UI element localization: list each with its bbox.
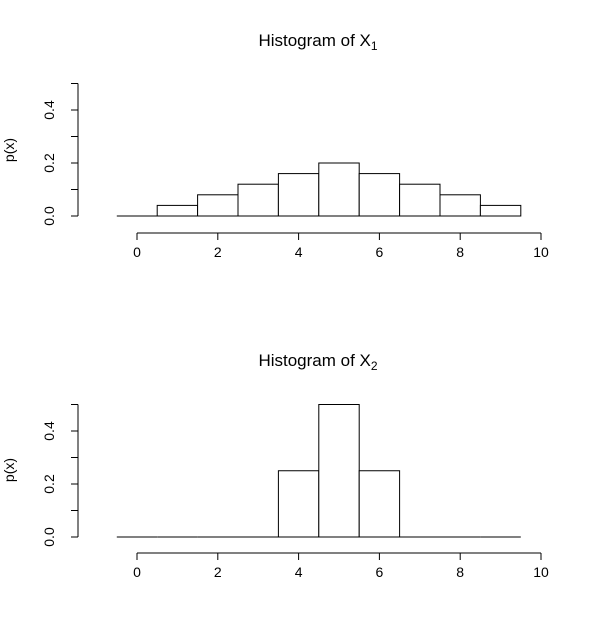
histogram-bar: [479, 204, 522, 217]
chart-title: Histogram of X1: [258, 31, 377, 53]
histogram-bar: [318, 404, 360, 538]
histogram-bar: [237, 183, 279, 217]
histogram-bar: [277, 173, 320, 217]
histogram-bar: [318, 162, 360, 217]
y-tick-label: 0.2: [41, 474, 57, 494]
histogram-bar: [358, 173, 401, 217]
histogram-panel-x2: Histogram of X2 p(x) 0 2 4 6 8 10 0.0 0.2 0.4: [1, 351, 549, 580]
y-tick-label: 0.0: [41, 527, 57, 547]
histogram-bar: [358, 470, 401, 538]
x-tick-label: 2: [214, 564, 222, 580]
x-tick-label: 2: [214, 244, 222, 260]
x-tick-label: 0: [133, 244, 141, 260]
histogram-panel-x1: Histogram of X1 p(x) 0 2 4 6 8 10 0.0 0.2 0.4: [1, 31, 549, 260]
histogram-bar: [156, 204, 199, 217]
y-tick-label: 0.4: [41, 421, 57, 441]
histogram-bar: [197, 194, 239, 217]
x-tick-label: 10: [533, 244, 549, 260]
x-tick-label: 6: [376, 244, 384, 260]
y-axis-label: p(x): [1, 138, 17, 162]
x-tick-label: 4: [295, 564, 303, 580]
x-tick-label: 0: [133, 564, 141, 580]
title-subscript: 2: [371, 359, 378, 373]
y-tick-label: 0.4: [41, 100, 57, 120]
y-tick-label: 0.2: [41, 153, 57, 173]
x-tick-label: 8: [456, 244, 464, 260]
x-tick-label: 6: [376, 564, 384, 580]
y-axis-label: p(x): [1, 458, 17, 482]
x-tick-label: 10: [533, 564, 549, 580]
x-tick-label: 4: [295, 244, 303, 260]
y-tick-label: 0.0: [41, 206, 57, 226]
chart-title: Histogram of X2: [258, 351, 377, 373]
histogram-bar: [277, 470, 320, 538]
title-subscript: 1: [371, 39, 378, 53]
histogram-bar: [399, 183, 441, 217]
x-tick-label: 8: [456, 564, 464, 580]
histogram-bar: [439, 194, 481, 217]
